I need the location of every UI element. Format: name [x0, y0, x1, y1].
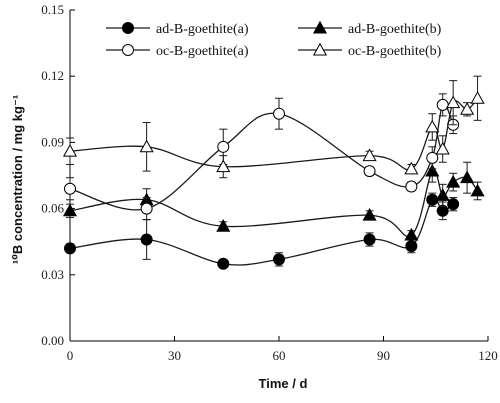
data-point	[62, 143, 78, 157]
data-point	[140, 233, 153, 246]
x-tick-label: 90	[377, 348, 390, 363]
legend-item: oc-B-goethite(b)	[298, 42, 442, 59]
series-2	[64, 93, 460, 221]
series-line	[69, 169, 479, 238]
x-axis-label: Time / d	[259, 376, 308, 391]
legend-marker	[312, 42, 328, 56]
data-point	[64, 242, 76, 255]
legend-label: oc-B-goethite(b)	[348, 44, 442, 59]
data-point	[362, 207, 377, 221]
series-line	[69, 103, 454, 211]
data-point	[404, 161, 419, 175]
data-point	[460, 102, 475, 115]
legend-label: ad-B-goethite(a)	[156, 22, 249, 37]
data-point	[64, 182, 76, 195]
data-point	[62, 203, 78, 217]
y-tick-label: 0.03	[41, 267, 64, 282]
data-point	[217, 140, 230, 153]
data-point	[405, 240, 418, 253]
data-point	[216, 219, 231, 232]
data-point	[447, 198, 460, 211]
series-line	[69, 97, 479, 171]
data-point	[435, 141, 450, 155]
legend-marker	[122, 44, 134, 56]
data-point	[446, 174, 461, 188]
data-point	[273, 253, 285, 266]
y-tick-label: 0.09	[41, 134, 64, 149]
series-line	[69, 197, 454, 266]
data-point	[436, 204, 449, 217]
y-tick-label: 0.15	[41, 2, 64, 17]
x-tick-label: 30	[168, 348, 181, 363]
data-point	[425, 119, 440, 133]
data-point	[470, 91, 485, 104]
x-tick-label: 60	[273, 348, 286, 363]
data-point	[217, 257, 230, 270]
x-tick-label: 120	[478, 348, 498, 363]
series-3	[62, 75, 485, 179]
data-point	[425, 163, 440, 177]
legend-label: oc-B-goethite(a)	[156, 44, 249, 59]
series-layer	[62, 75, 485, 270]
y-tick-label: 0.12	[41, 68, 64, 83]
data-point	[460, 170, 475, 184]
legend-item: oc-B-goethite(a)	[106, 44, 249, 59]
data-point	[404, 227, 419, 241]
data-point	[363, 165, 376, 178]
data-point	[216, 159, 231, 173]
legend: ad-B-goethite(a) ad-B-goethite(b) oc-B-goe…	[106, 20, 442, 59]
data-point	[273, 107, 285, 120]
y-tick-label: 0.00	[41, 333, 64, 348]
x-tick-label: 0	[67, 348, 74, 363]
data-point	[470, 183, 485, 197]
data-point	[426, 151, 439, 164]
legend-marker	[122, 22, 134, 34]
data-point	[436, 98, 449, 111]
data-point	[363, 233, 376, 246]
data-point	[435, 188, 450, 201]
y-tick-label: 0.06	[41, 201, 64, 216]
ticks: 0.00 0.03 0.06 0.09 0.12 0.15 0 30 60 90 120	[41, 2, 498, 363]
legend-item: ad-B-goethite(b)	[298, 20, 442, 37]
data-point	[426, 193, 439, 206]
series-1	[62, 159, 485, 241]
data-point	[362, 148, 377, 162]
data-point	[139, 139, 154, 153]
axes	[69, 10, 488, 342]
data-point	[446, 95, 461, 109]
series-0	[64, 192, 460, 270]
data-point	[405, 180, 418, 193]
legend-item: ad-B-goethite(a)	[106, 22, 249, 37]
y-axis-label: ¹⁰B concentration / mg kg⁻¹	[10, 95, 25, 264]
legend-label: ad-B-goethite(b)	[348, 22, 442, 37]
legend-marker	[312, 20, 328, 34]
data-point	[140, 202, 153, 215]
